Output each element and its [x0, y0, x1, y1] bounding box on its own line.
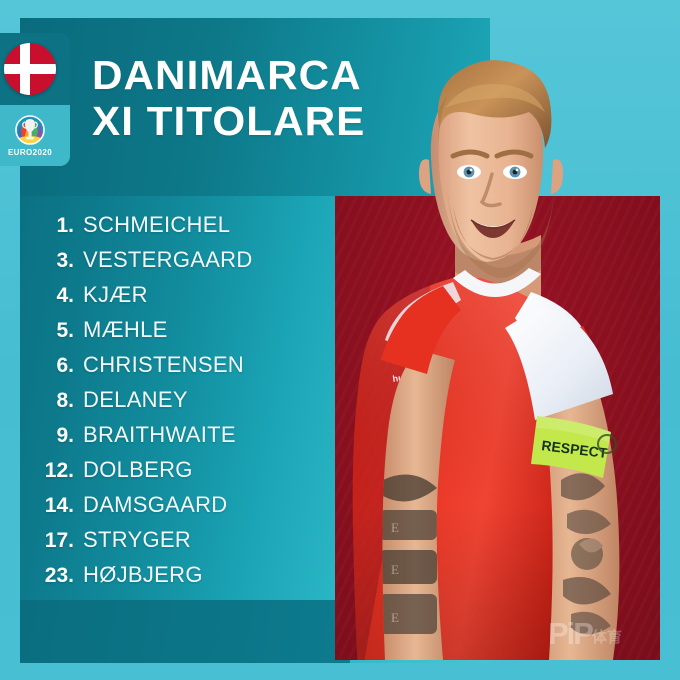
player-number: 1. [56, 214, 74, 237]
euro-2020-trophy-icon [15, 114, 45, 145]
lineup-row: 1. SCHMEICHEL [20, 212, 350, 247]
player-number: 5. [56, 319, 74, 342]
lineup-row: 17. STRYGER [20, 527, 350, 562]
lineup-row: 3. VESTERGAARD [20, 247, 350, 282]
header-band [20, 18, 490, 196]
player-number: 9. [56, 424, 74, 447]
info-card-lower-band [20, 600, 350, 663]
player-number: 17. [44, 529, 74, 552]
player-number: 8. [56, 389, 74, 412]
lineup-row: 8. DELANEY [20, 387, 350, 422]
page-title: DANIMARCA XI TITOLARE [92, 52, 422, 144]
euro-2020-label: EURO2020 [7, 147, 53, 157]
lineup-row: 5. MÆHLE [20, 317, 350, 352]
player-name: STRYGER [83, 527, 192, 552]
title-line-1: DANIMARCA [92, 52, 362, 98]
lineup-row: 12. DOLBERG [20, 457, 350, 492]
player-number: 4. [56, 284, 74, 307]
player-name: DAMSGAARD [83, 492, 228, 517]
watermark: PiP体育 [548, 618, 622, 649]
badge-panel: EURO2020 [0, 33, 70, 166]
player-number: 12. [44, 459, 74, 482]
player-name: HØJBJERG [83, 562, 203, 587]
player-name: KJÆR [83, 282, 148, 307]
euro-2020-badge: EURO2020 [0, 105, 70, 166]
title-line-2: XI TITOLARE [92, 98, 366, 144]
player-name: CHRISTENSEN [83, 352, 244, 377]
player-name: SCHMEICHEL [83, 212, 231, 237]
player-name: VESTERGAARD [83, 247, 253, 272]
lineup-row: 4. KJÆR [20, 282, 350, 317]
lineup-list: 1. SCHMEICHEL 3. VESTERGAARD 4. KJÆR 5. MÆHLE 6.… [20, 212, 350, 597]
player-name: DELANEY [83, 387, 188, 412]
watermark-text: PiP [548, 616, 594, 651]
lineup-row: 14. DAMSGAARD [20, 492, 350, 527]
player-name: MÆHLE [83, 317, 168, 342]
denmark-flag-badge [0, 33, 70, 105]
lineup-row: 23. HØJBJERG [20, 562, 350, 597]
lineup-row: 9. BRAITHWAITE [20, 422, 350, 457]
player-number: 14. [44, 494, 74, 517]
player-number: 6. [56, 354, 74, 377]
player-name: DOLBERG [83, 457, 193, 482]
player-number: 3. [56, 249, 74, 272]
watermark-suffix: 体育 [591, 629, 622, 646]
player-name: BRAITHWAITE [83, 422, 236, 447]
player-photo-panel [335, 196, 660, 660]
lineup-row: 6. CHRISTENSEN [20, 352, 350, 387]
player-number: 23. [44, 564, 74, 587]
denmark-flag-icon [4, 43, 56, 95]
